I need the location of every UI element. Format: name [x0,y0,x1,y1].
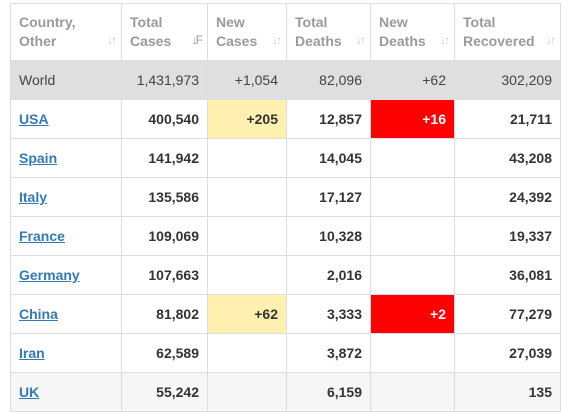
total-deaths-cell: 82,096 [286,60,371,100]
sort-icon[interactable]: ↓↑ [107,33,117,47]
country-link[interactable]: UK [19,384,40,400]
new-deaths-cell: +2 [370,294,455,334]
table-row: USA 400,540 +205 12,857 +16 21,711 [10,99,561,139]
new-deaths-cell [370,333,455,373]
sort-icon[interactable]: ↓↑ [356,33,366,47]
country-cell: China [10,294,122,334]
table-row: Germany 107,663 2,016 36,081 [10,255,561,295]
country-cell: France [10,216,122,256]
column-header-label: Total [295,14,328,30]
new-cases-cell [207,216,287,256]
column-header-label: Deaths [295,33,342,49]
country-link[interactable]: Iran [19,345,45,361]
country-cell: Italy [10,177,122,217]
new-cases-cell: +62 [207,294,287,334]
total-recovered-cell: 19,337 [454,216,561,256]
sort-icon[interactable]: ↓↑ [546,33,556,47]
total-cases-cell: 135,586 [121,177,208,217]
new-deaths-cell [370,255,455,295]
table-row: UK 55,242 6,159 135 [10,372,561,412]
total-cases-cell: 81,802 [121,294,208,334]
country-cell: World [10,60,122,100]
table-row: Italy 135,586 17,127 24,392 [10,177,561,217]
total-deaths-cell: 14,045 [286,138,371,178]
country-cell: Spain [10,138,122,178]
total-recovered-cell: 24,392 [454,177,561,217]
new-cases-cell: +205 [207,99,287,139]
country-cell: UK [10,372,122,412]
total-deaths-cell: 12,857 [286,99,371,139]
total-cases-cell: 107,663 [121,255,208,295]
total-deaths-cell: 17,127 [286,177,371,217]
column-header-label: Other [19,33,57,49]
column-header-label: New [379,14,408,30]
country-link[interactable]: USA [19,111,49,127]
total-recovered-cell: 302,209 [454,60,561,100]
total-cases-cell: 109,069 [121,216,208,256]
country-link[interactable]: Spain [19,150,58,166]
sort-icon[interactable]: ↓↑ [272,33,282,47]
table-row-world: World 1,431,973 +1,054 82,096 +62 302,20… [10,60,561,100]
column-header-total-recovered[interactable]: Total Recovered ↓↑ [454,3,561,61]
table-row: Iran 62,589 3,872 27,039 [10,333,561,373]
total-cases-cell: 400,540 [121,99,208,139]
column-header-label: Cases [130,33,172,49]
total-deaths-cell: 3,872 [286,333,371,373]
total-deaths-cell: 2,016 [286,255,371,295]
new-cases-cell [207,333,287,373]
new-deaths-cell [370,177,455,217]
total-recovered-cell: 135 [454,372,561,412]
table-row: China 81,802 +62 3,333 +2 77,279 [10,294,561,334]
total-recovered-cell: 27,039 [454,333,561,373]
country-cell: Germany [10,255,122,295]
new-cases-cell [207,177,287,217]
column-header-label: New [216,14,245,30]
country-link[interactable]: China [19,306,58,322]
total-recovered-cell: 43,208 [454,138,561,178]
sort-descending-icon[interactable]: ↓F [191,33,203,47]
total-recovered-cell: 36,081 [454,255,561,295]
column-header-label: Deaths [379,33,426,49]
new-cases-cell: +1,054 [207,60,287,100]
total-cases-cell: 62,589 [121,333,208,373]
column-header-label: Cases [216,33,258,49]
sort-icon[interactable]: ↓↑ [440,33,450,47]
new-deaths-cell: +62 [370,60,455,100]
column-header-total-deaths[interactable]: Total Deaths ↓↑ [286,3,371,61]
column-header-new-deaths[interactable]: New Deaths ↓↑ [370,3,455,61]
total-recovered-cell: 77,279 [454,294,561,334]
total-deaths-cell: 10,328 [286,216,371,256]
table-row: France 109,069 10,328 19,337 [10,216,561,256]
total-cases-cell: 1,431,973 [121,60,208,100]
column-header-country[interactable]: Country, Other ↓↑ [10,3,122,61]
country-link[interactable]: Italy [19,189,48,205]
column-header-label: Total [130,14,163,30]
country-cell: USA [10,99,122,139]
covid-stats-table: Country, Other ↓↑ Total Cases ↓F New Cas… [10,3,561,412]
column-header-label: Recovered [463,33,535,49]
total-recovered-cell: 21,711 [454,99,561,139]
total-cases-cell: 141,942 [121,138,208,178]
header-row: Country, Other ↓↑ Total Cases ↓F New Cas… [10,3,561,61]
column-header-label: Country, [19,14,76,30]
column-header-total-cases[interactable]: Total Cases ↓F [121,3,208,61]
covid-stats-table-container: Country, Other ↓↑ Total Cases ↓F New Cas… [10,3,561,412]
new-deaths-cell: +16 [370,99,455,139]
new-deaths-cell [370,216,455,256]
country-cell: Iran [10,333,122,373]
country-link[interactable]: France [19,228,65,244]
new-deaths-cell [370,138,455,178]
column-header-new-cases[interactable]: New Cases ↓↑ [207,3,287,61]
column-header-label: Total [463,14,496,30]
table-row: Spain 141,942 14,045 43,208 [10,138,561,178]
total-deaths-cell: 3,333 [286,294,371,334]
country-link[interactable]: Germany [19,267,80,283]
new-cases-cell [207,255,287,295]
new-cases-cell [207,138,287,178]
